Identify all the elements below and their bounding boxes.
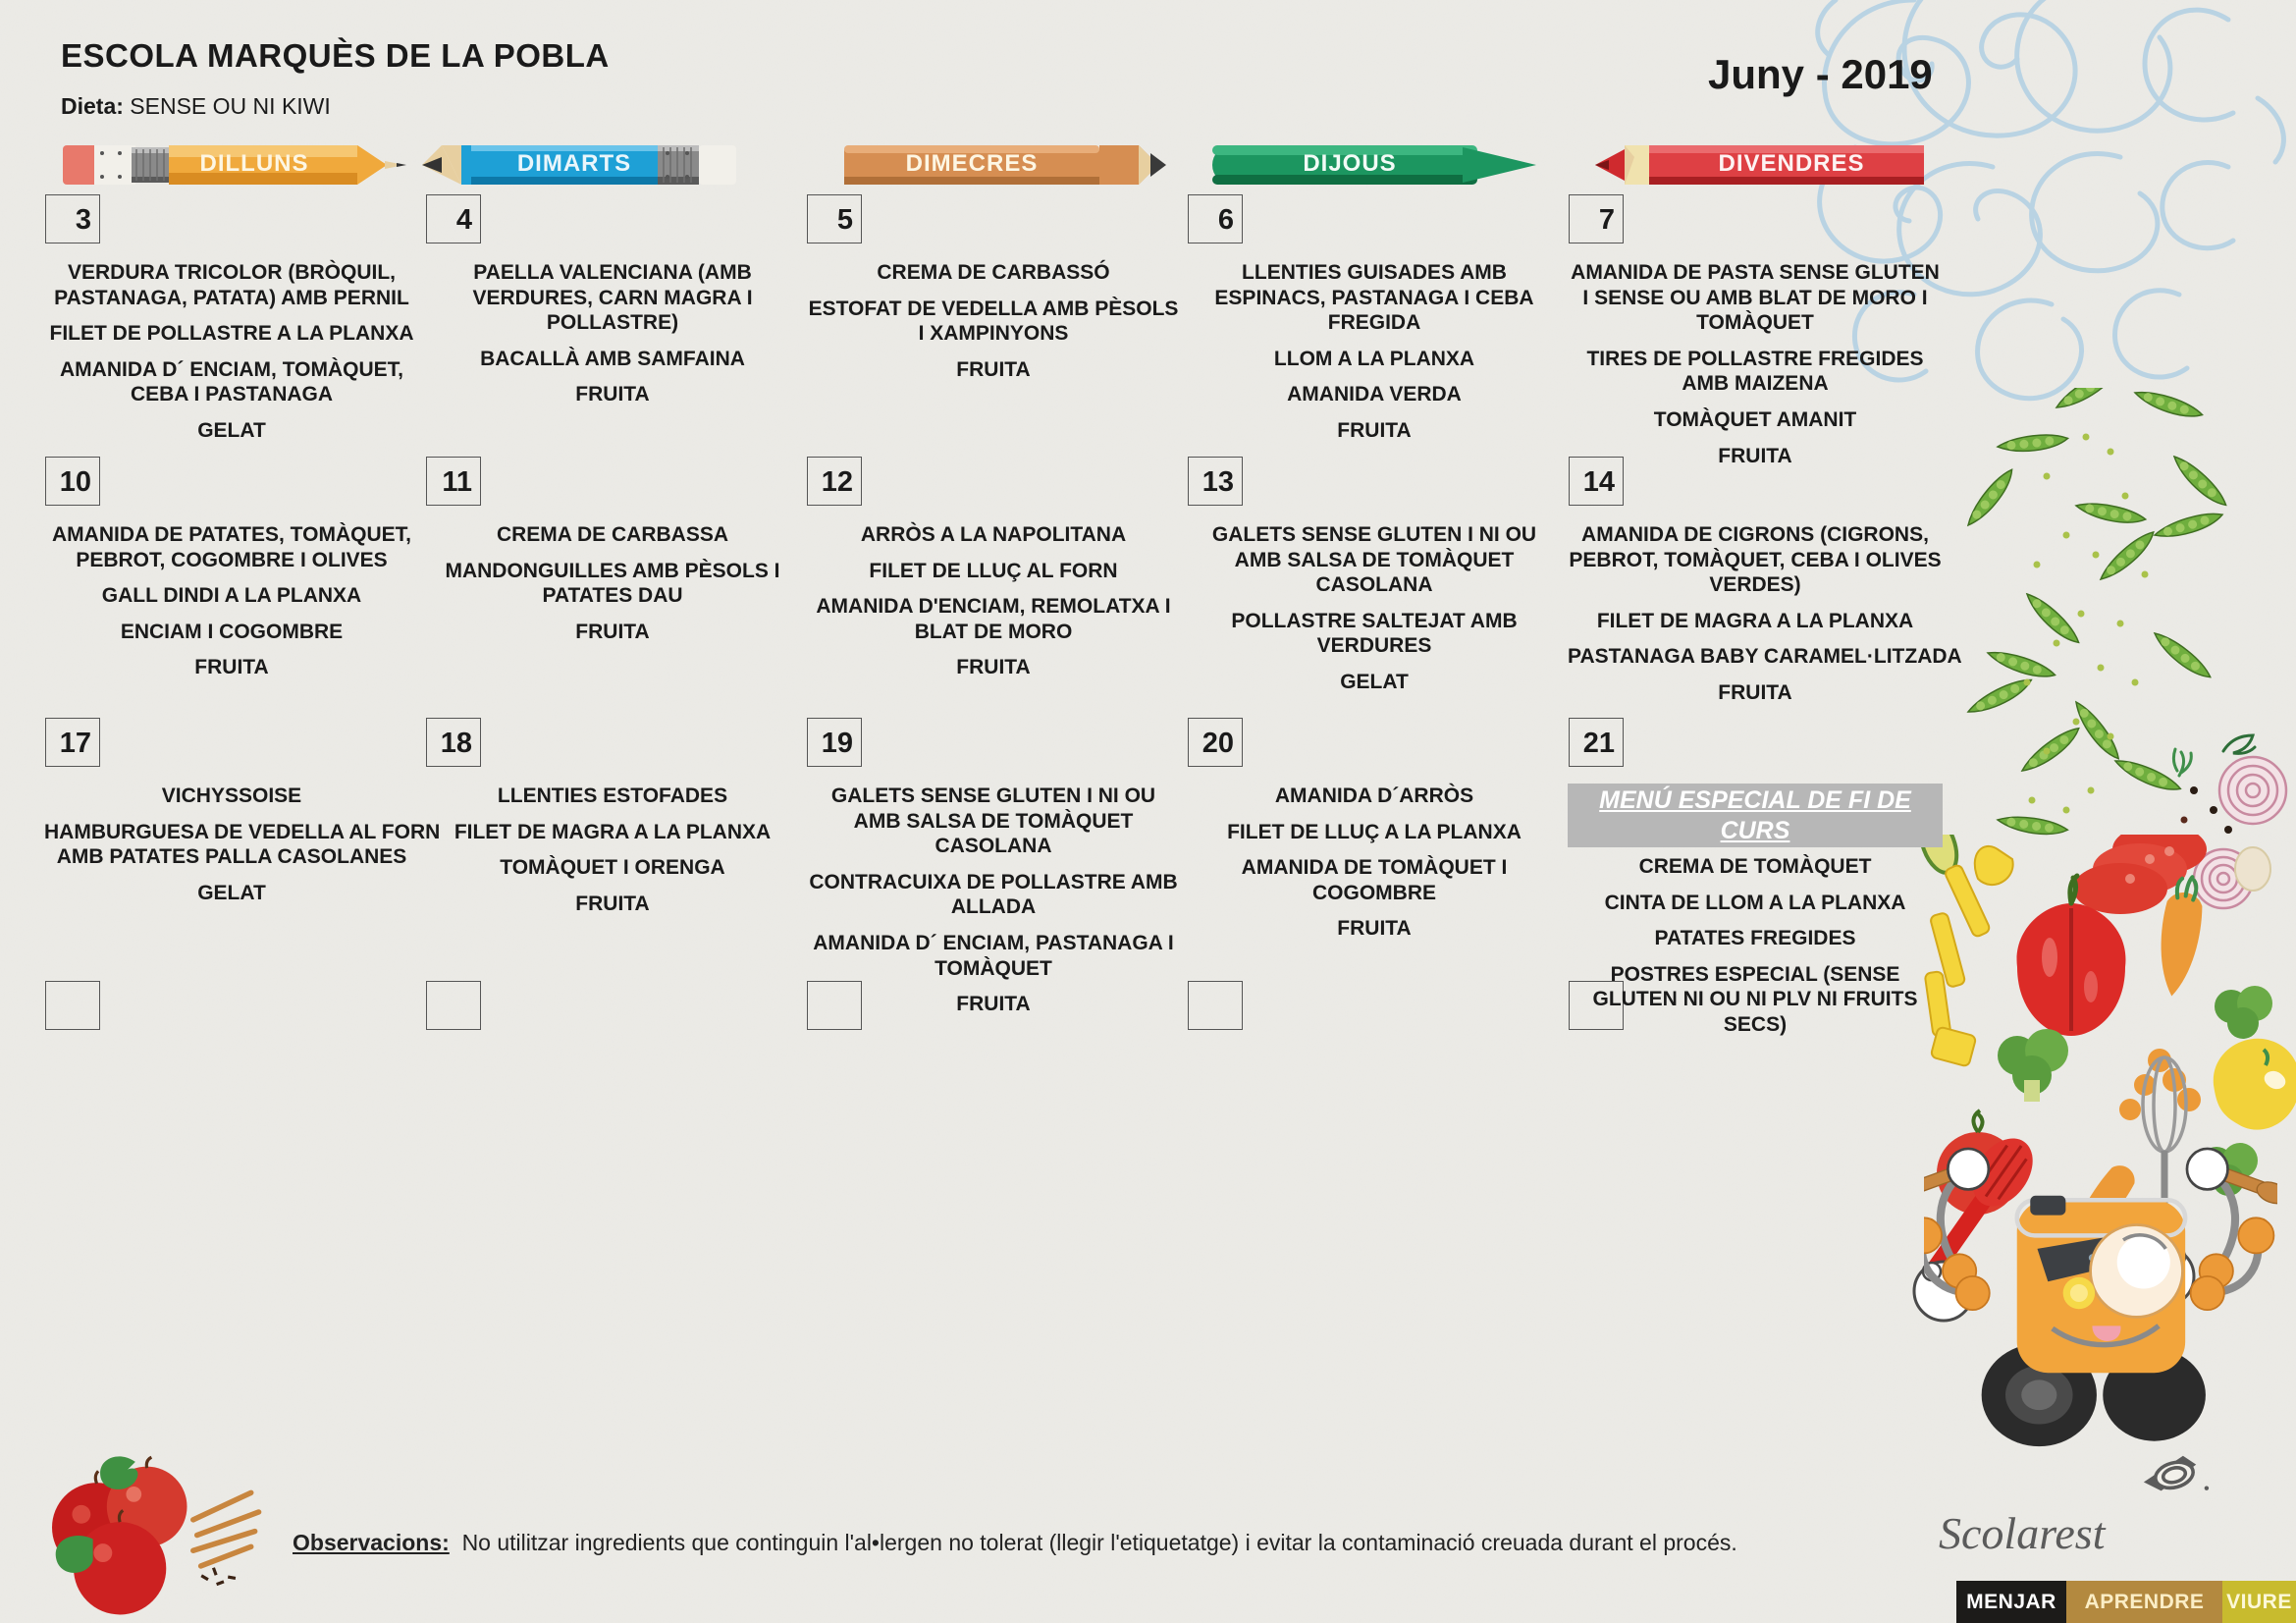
svg-text:DIMECRES: DIMECRES bbox=[906, 150, 1039, 177]
svg-text:DIVENDRES: DIVENDRES bbox=[1718, 150, 1864, 177]
svg-text:DIMARTS: DIMARTS bbox=[517, 150, 631, 177]
svg-text:DILLUNS: DILLUNS bbox=[200, 150, 309, 177]
svg-text:DIJOUS: DIJOUS bbox=[1303, 150, 1396, 177]
